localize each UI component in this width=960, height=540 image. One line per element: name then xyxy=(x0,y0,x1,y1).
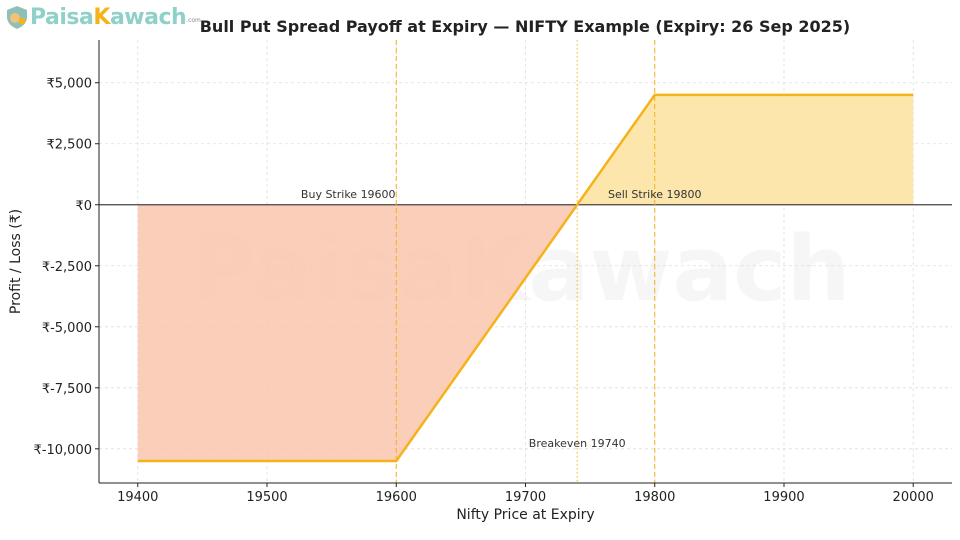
logo-text: PaisaKawach xyxy=(30,4,187,30)
x-tick-label: 19800 xyxy=(634,490,675,505)
x-tick-label: 20000 xyxy=(893,490,934,505)
chart-title: Bull Put Spread Payoff at Expiry — NIFTY… xyxy=(200,17,851,36)
vline-label: Sell Strike 19800 xyxy=(608,188,701,201)
x-tick-label: 19600 xyxy=(376,490,417,505)
y-tick-label: ₹0 xyxy=(75,199,92,214)
y-tick-label: ₹-2,500 xyxy=(42,260,92,275)
logo: PaisaKawach .com xyxy=(4,2,201,32)
x-axis-label: Nifty Price at Expiry xyxy=(456,507,594,523)
y-tick-label: ₹-5,000 xyxy=(42,321,92,336)
vline-label: Buy Strike 19600 xyxy=(301,188,396,201)
y-tick-label: ₹2,500 xyxy=(47,138,93,153)
shield-icon xyxy=(7,6,27,29)
payoff-line xyxy=(137,93,914,463)
profit-area xyxy=(577,94,914,205)
x-tick-label: 19900 xyxy=(763,490,804,505)
x-tick-label: 19500 xyxy=(246,490,287,505)
y-tick-label: ₹5,000 xyxy=(47,77,93,92)
vline-label: Breakeven 19740 xyxy=(529,437,626,450)
x-tick-label: 19700 xyxy=(505,490,546,505)
y-axis-label: Profit / Loss (₹) xyxy=(8,209,24,314)
loss-area xyxy=(137,204,578,462)
y-tick-label: ₹-7,500 xyxy=(42,382,92,397)
x-tick-label: 19400 xyxy=(117,490,158,505)
y-tick-label: ₹-10,000 xyxy=(34,443,92,458)
